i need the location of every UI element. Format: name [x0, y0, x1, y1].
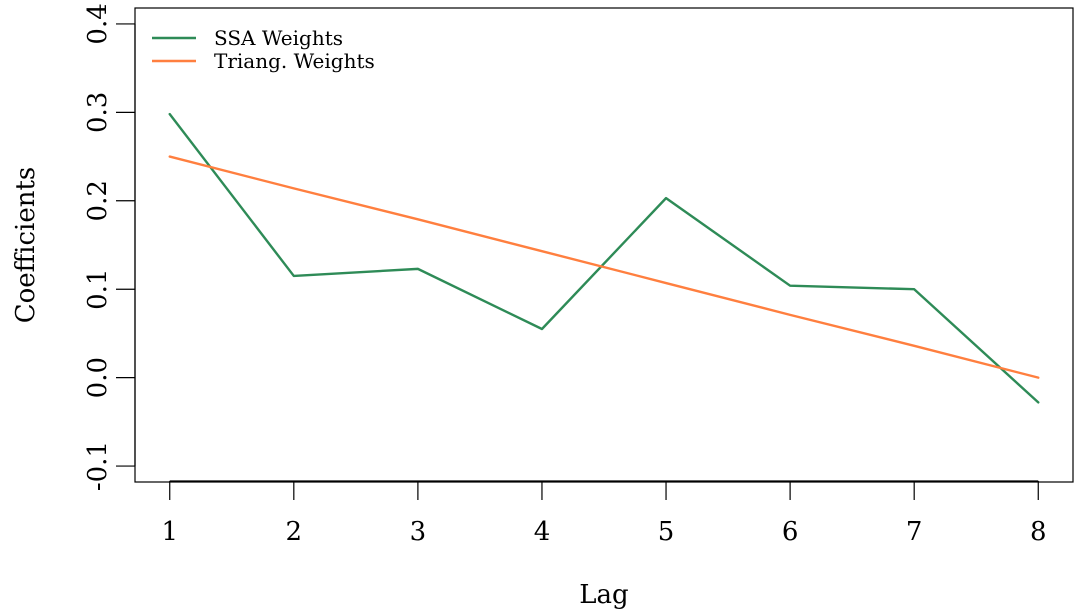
series-line-0: [168, 112, 1040, 404]
series-line-1: [168, 155, 1040, 379]
x-tick-label: 4: [534, 517, 551, 547]
y-axis: -0.1 0.0 0.1 0.2 0.3 0.4: [83, 3, 136, 491]
x-axis: 1 2 3 4 5 6 7 8: [161, 480, 1047, 547]
plot-frame: [134, 7, 1074, 483]
series-0: [168, 112, 1040, 404]
y-tick-label: 0.2: [83, 180, 113, 221]
legend-label: Triang. Weights: [214, 49, 375, 73]
series-layer: [168, 112, 1040, 404]
legend-label: SSA Weights: [214, 26, 343, 50]
y-tick-label: 0.3: [83, 92, 113, 133]
legend-item-0: SSA Weights: [152, 26, 343, 50]
x-tick-label: 7: [906, 517, 923, 547]
x-tick-label: 8: [1030, 517, 1047, 547]
y-tick-label: -0.1: [83, 441, 113, 491]
x-axis-title: Lag: [579, 580, 628, 610]
legend-item-1: Triang. Weights: [152, 49, 375, 73]
y-tick-label: 0.4: [83, 3, 113, 44]
x-tick-label: 2: [286, 517, 303, 547]
x-tick-label: 5: [658, 517, 675, 547]
series-1: [168, 155, 1040, 379]
y-axis-title: Coefficients: [11, 167, 41, 324]
y-tick-label: 0.0: [83, 357, 113, 398]
x-tick-label: 6: [782, 517, 799, 547]
y-tick-label: 0.1: [83, 269, 113, 310]
x-tick-label: 3: [410, 517, 427, 547]
x-tick-label: 1: [161, 517, 178, 547]
